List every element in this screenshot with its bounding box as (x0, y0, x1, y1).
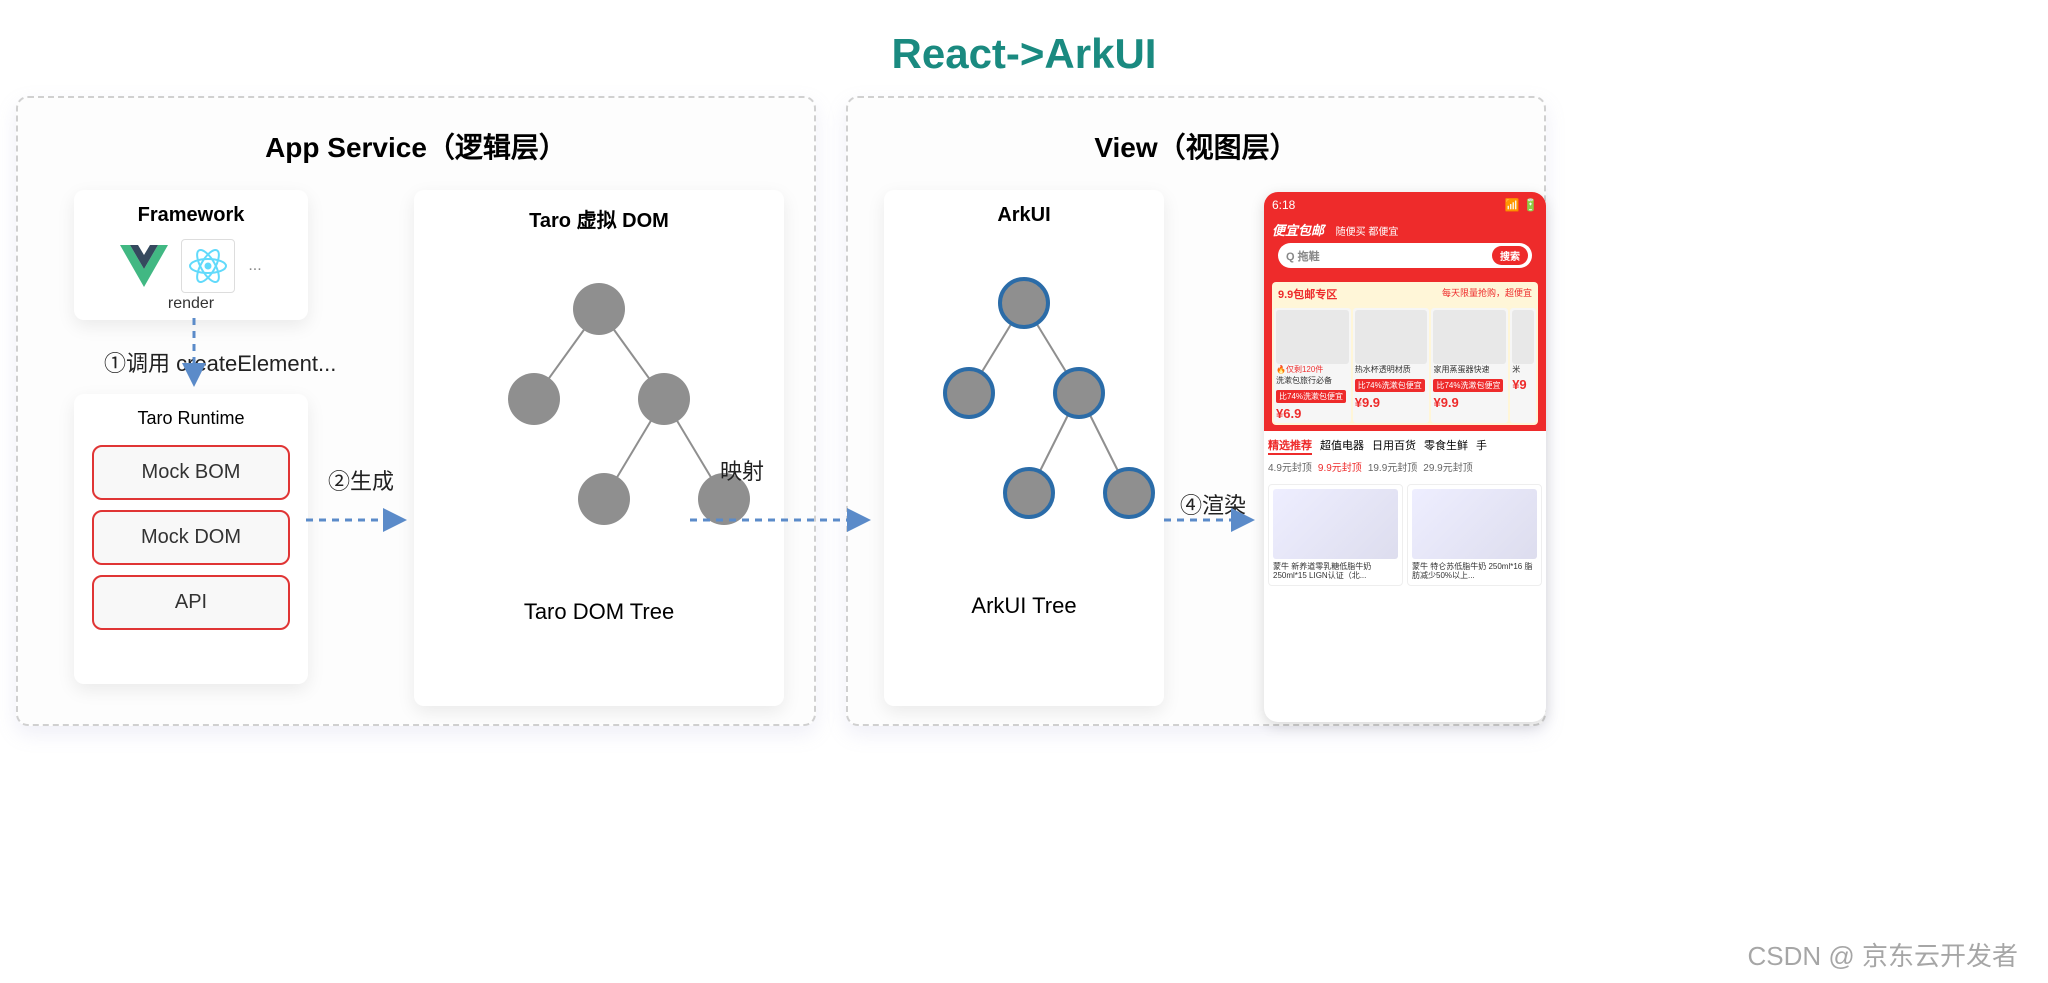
banner-sub: 随便买 都便宜 (1336, 227, 1399, 238)
step2-label: ②生成 (328, 464, 394, 496)
arrow-2 (306, 500, 416, 540)
product-title: 热水杯透明材质 (1355, 366, 1428, 375)
product-price: ¥9.9 (1433, 395, 1506, 410)
arkui-card: ArkUI ArkUI Tree (884, 190, 1164, 706)
arkui-tree-label: ArkUI Tree (884, 593, 1164, 619)
runtime-item-dom: Mock DOM (92, 510, 290, 565)
product-img (1355, 310, 1428, 364)
title-text: React->ArkUI (892, 30, 1157, 77)
step3-label: 映射 (720, 454, 764, 486)
framework-title: Framework (74, 190, 308, 233)
framework-icons: ... (74, 239, 308, 293)
banner-main: 便宜包邮 (1272, 223, 1324, 238)
product-tag: 比74%洗漱包便宜 (1355, 379, 1425, 392)
phone-time: 6:18 (1272, 198, 1295, 212)
product-title: 洗漱包旅行必备 (1276, 377, 1349, 386)
product-item[interactable]: 🔥仅剩120件 洗漱包旅行必备 比74%洗漱包便宜 ¥6.9 (1274, 308, 1351, 423)
product-item[interactable]: 热水杯透明材质 比74%洗漱包便宜 ¥9.9 (1353, 308, 1430, 423)
search-button[interactable]: 搜索 (1492, 246, 1528, 265)
product-img (1433, 310, 1506, 364)
signal-icon: 📶 🔋 (1505, 198, 1538, 212)
vue-icon (117, 239, 171, 293)
product-price: ¥6.9 (1276, 406, 1349, 421)
arkui-title: ArkUI (884, 190, 1164, 233)
view-title: View（视图层） (848, 98, 1544, 166)
grid-title: 蒙牛 特仑苏低脂牛奶 250ml*16 脂肪减少50%以上... (1412, 562, 1537, 581)
app-service-title: App Service（逻辑层） (18, 98, 814, 166)
subtab-item[interactable]: 19.9元封顶 (1368, 459, 1417, 474)
render-label: render (74, 295, 308, 313)
watermark: CSDN @ 京东云开发者 (1747, 936, 2018, 973)
page-title: React->ArkUI (892, 30, 1157, 78)
phone-section: 9.9包邮专区 每天限量抢购，超便宜 🔥仅剩120件 洗漱包旅行必备 比74%洗… (1272, 282, 1538, 425)
arrow-1 (184, 318, 204, 396)
tab-item[interactable]: 超值电器 (1320, 437, 1364, 455)
tab-item[interactable]: 零食生鲜 (1424, 437, 1468, 455)
app-service-panel: App Service（逻辑层） Framework ... render Ta… (16, 96, 816, 726)
framework-card: Framework ... render (74, 190, 308, 320)
phone-mockup: 6:18 📶 🔋 便宜包邮 随便买 都便宜 Q 拖鞋 搜索 9.9包邮专区 每天… (1264, 192, 1546, 722)
tab-item[interactable]: 日用百货 (1372, 437, 1416, 455)
phone-search[interactable]: Q 拖鞋 搜索 (1278, 243, 1532, 268)
taro-tree-svg (414, 239, 784, 599)
taro-dom-card: Taro 虚拟 DOM Taro DOM Tree (414, 190, 784, 706)
phone-banner: 便宜包邮 随便买 都便宜 Q 拖鞋 搜索 (1264, 216, 1546, 282)
arrow-4 (1164, 500, 1264, 540)
product-tag: 比74%洗漱包便宜 (1276, 390, 1346, 403)
taro-dom-title: Taro 虚拟 DOM (414, 190, 784, 239)
phone-statusbar: 6:18 📶 🔋 (1264, 192, 1546, 216)
search-input[interactable]: Q 拖鞋 (1282, 248, 1492, 264)
product-price: ¥9 (1512, 377, 1534, 392)
grid-item[interactable]: 蒙牛 特仑苏低脂牛奶 250ml*16 脂肪减少50%以上... (1407, 484, 1542, 586)
product-item[interactable]: 家用蒸蛋器快速 比74%洗漱包便宜 ¥9.9 (1431, 308, 1508, 423)
product-img (1276, 310, 1349, 364)
grid-img (1412, 489, 1537, 559)
product-title: 家用蒸蛋器快速 (1433, 366, 1506, 375)
phone-products: 🔥仅剩120件 洗漱包旅行必备 比74%洗漱包便宜 ¥6.9 热水杯透明材质 比… (1272, 306, 1538, 425)
product-tag: 比74%洗漱包便宜 (1433, 379, 1503, 392)
product-item[interactable]: 米 ¥9 (1510, 308, 1536, 423)
phone-tabs: 精选推荐 超值电器 日用百货 零食生鲜 手 (1264, 431, 1546, 457)
phone-grid: 蒙牛 新养道零乳糖低脂牛奶 250ml*15 LIGN认证（北... 蒙牛 特仑… (1264, 480, 1546, 590)
section-right: 每天限量抢购，超便宜 (1442, 286, 1532, 302)
tab-item[interactable]: 手 (1476, 437, 1487, 455)
arrow-3 (690, 500, 880, 540)
runtime-card: Taro Runtime Mock BOM Mock DOM API (74, 394, 308, 684)
phone-subtabs: 4.9元封顶 9.9元封顶 19.9元封顶 29.9元封顶 (1264, 457, 1546, 480)
grid-title: 蒙牛 新养道零乳糖低脂牛奶 250ml*15 LIGN认证（北... (1273, 562, 1398, 581)
runtime-title: Taro Runtime (74, 394, 308, 435)
runtime-item-api: API (92, 575, 290, 630)
section-title: 9.9包邮专区 (1278, 286, 1337, 302)
grid-img (1273, 489, 1398, 559)
step1-label: ①调用 createElement... (104, 346, 336, 378)
runtime-item-bom: Mock BOM (92, 445, 290, 500)
react-icon (181, 239, 235, 293)
subtab-item[interactable]: 9.9元封顶 (1318, 459, 1362, 474)
taro-tree-label: Taro DOM Tree (414, 599, 784, 625)
product-img (1512, 310, 1534, 364)
tab-item[interactable]: 精选推荐 (1268, 437, 1312, 455)
product-price: ¥9.9 (1355, 395, 1428, 410)
arkui-tree-svg (884, 233, 1164, 593)
product-title: 米 (1512, 366, 1534, 375)
subtab-item[interactable]: 29.9元封顶 (1423, 459, 1472, 474)
product-badge: 🔥仅剩120件 (1276, 364, 1349, 375)
subtab-item[interactable]: 4.9元封顶 (1268, 459, 1312, 474)
framework-more-icon: ... (245, 239, 265, 293)
grid-item[interactable]: 蒙牛 新养道零乳糖低脂牛奶 250ml*15 LIGN认证（北... (1268, 484, 1403, 586)
